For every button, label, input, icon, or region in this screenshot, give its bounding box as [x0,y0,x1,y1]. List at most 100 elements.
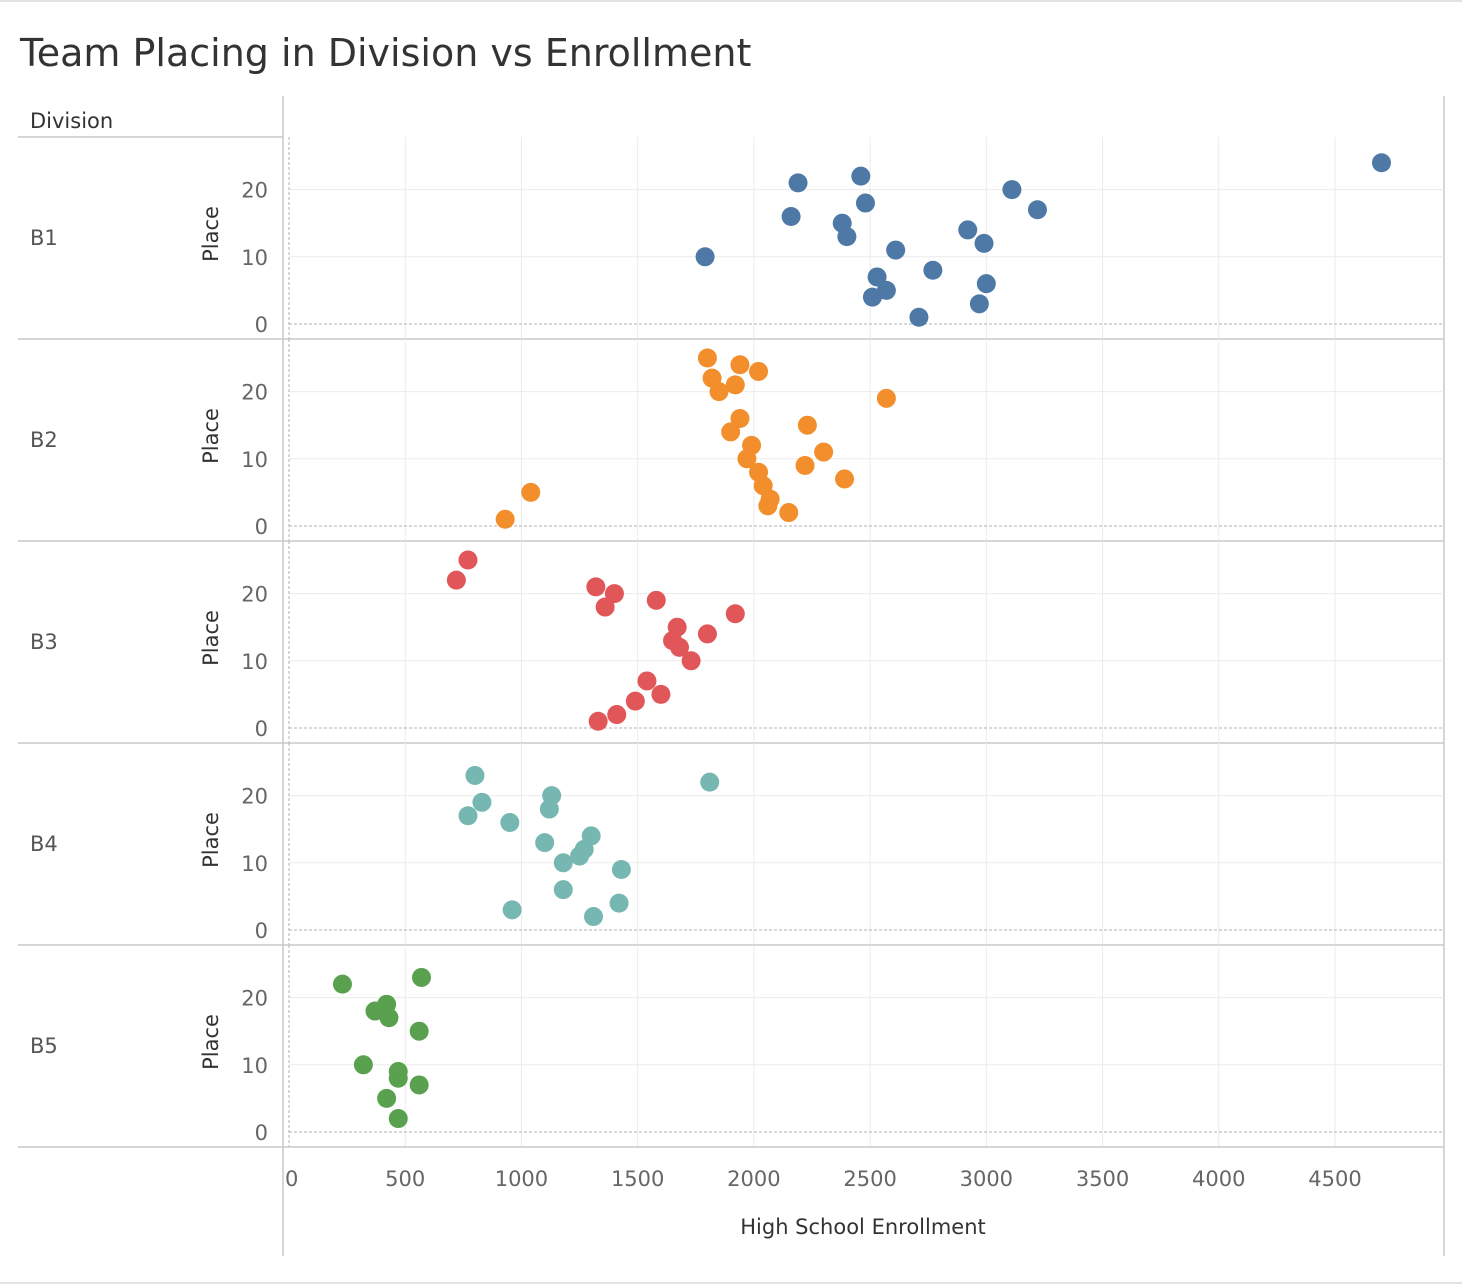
x-tick-label: 3000 [960,1167,1013,1191]
data-point-b4[interactable] [500,812,520,832]
panel-b1: B1 Place 0 10 20 [18,137,1444,340]
y-tick-label: 20 [241,785,268,809]
y-tick-label: 0 [255,515,268,539]
data-point-b1[interactable] [1027,200,1047,220]
data-point-b1[interactable] [1371,153,1391,173]
data-point-b4[interactable] [700,772,720,792]
data-point-b1[interactable] [867,267,887,287]
y-tick-label: 20 [241,381,268,405]
data-point-b3[interactable] [646,590,666,610]
data-point-b3[interactable] [697,624,717,644]
division-label: B1 [30,226,58,250]
data-point-b2[interactable] [760,489,780,509]
data-point-b4[interactable] [553,853,573,873]
data-point-b3[interactable] [458,550,478,570]
data-point-b4[interactable] [611,860,631,880]
x-axis-title: High School Enrollment [740,1215,986,1239]
data-point-b5[interactable] [388,1068,408,1088]
x-tick-label: 2500 [843,1167,896,1191]
data-point-b3[interactable] [651,684,671,704]
data-point-b4[interactable] [542,786,562,806]
data-point-b5[interactable] [332,974,352,994]
x-tick-label: 2000 [727,1167,780,1191]
data-point-b1[interactable] [876,280,896,300]
y-axis-title: Place [199,1014,223,1070]
data-point-b2[interactable] [709,382,729,402]
data-point-b1[interactable] [837,227,857,247]
data-point-b1[interactable] [886,240,906,260]
data-point-b3[interactable] [446,570,466,590]
data-point-b5[interactable] [409,1021,429,1041]
data-point-b3[interactable] [725,604,745,624]
data-point-b1[interactable] [969,294,989,314]
y-axis-title: Place [199,812,223,868]
data-point-b2[interactable] [495,509,515,529]
data-point-b4[interactable] [609,893,629,913]
data-point-b2[interactable] [742,435,762,455]
x-tick-label: 4500 [1308,1167,1361,1191]
data-point-b5[interactable] [388,1109,408,1129]
data-point-b2[interactable] [814,442,834,462]
data-point-b3[interactable] [670,637,690,657]
data-point-b5[interactable] [411,967,431,987]
x-axis: 0 500 1000 1500 2000 2500 3000 3500 4000 4500 [285,1167,1362,1191]
data-point-b5[interactable] [409,1075,429,1095]
data-point-b1[interactable] [958,220,978,240]
data-point-b5[interactable] [377,1088,397,1108]
data-point-b1[interactable] [855,193,875,213]
division-label: B5 [30,1034,58,1058]
data-point-b3[interactable] [604,584,624,604]
data-point-b3[interactable] [637,671,657,691]
data-point-b2[interactable] [730,408,750,428]
division-label: B3 [30,630,58,654]
data-point-b2[interactable] [779,503,799,523]
data-point-b2[interactable] [521,482,541,502]
division-label: B2 [30,428,58,452]
data-point-b1[interactable] [788,173,808,193]
data-point-b2[interactable] [721,422,741,442]
data-point-b1[interactable] [923,260,943,280]
x-tick-label: 1000 [495,1167,548,1191]
data-point-b2[interactable] [835,469,855,489]
data-point-b3[interactable] [607,705,627,725]
data-point-b3[interactable] [667,617,687,637]
data-point-b3[interactable] [625,691,645,711]
y-axis-title: Place [199,610,223,666]
data-point-b5[interactable] [379,1008,399,1028]
data-point-b2[interactable] [797,415,817,435]
data-point-b4[interactable] [581,826,601,846]
data-point-b4[interactable] [458,806,478,826]
x-tick-label: 3500 [1076,1167,1129,1191]
data-point-b1[interactable] [695,247,715,267]
data-point-b3[interactable] [588,711,608,731]
data-point-b4[interactable] [472,792,492,812]
data-point-b2[interactable] [725,375,745,395]
data-point-b2[interactable] [795,456,815,476]
data-point-b3[interactable] [595,597,615,617]
data-point-b1[interactable] [1002,180,1022,200]
data-point-b2[interactable] [730,355,750,375]
data-point-b2[interactable] [697,348,717,368]
panels-layer: B1 Place 0 10 20 B2 Place 0 10 20 B3 Place 0 10 20 B4 Pl… [18,96,1445,1256]
data-point-b1[interactable] [976,274,996,294]
data-point-b4[interactable] [465,765,485,785]
data-point-b1[interactable] [909,307,929,327]
data-point-b4[interactable] [502,900,522,920]
panel-b5: B5 Place 0 10 20 [18,945,1444,1148]
data-point-b1[interactable] [781,206,801,226]
data-point-b5[interactable] [353,1055,373,1075]
y-tick-label: 10 [241,1054,268,1078]
panel-b2: B2 Place 0 10 20 [18,339,1444,542]
data-point-b3[interactable] [586,577,606,597]
y-tick-label: 10 [241,650,268,674]
data-point-b3[interactable] [681,651,701,671]
data-point-b1[interactable] [974,233,994,253]
y-tick-label: 0 [255,1121,268,1145]
y-tick-label: 10 [241,852,268,876]
data-point-b4[interactable] [553,880,573,900]
data-point-b4[interactable] [535,833,555,853]
data-point-b1[interactable] [851,166,871,186]
data-point-b2[interactable] [876,388,896,408]
data-point-b2[interactable] [749,361,769,381]
data-point-b4[interactable] [584,907,604,927]
